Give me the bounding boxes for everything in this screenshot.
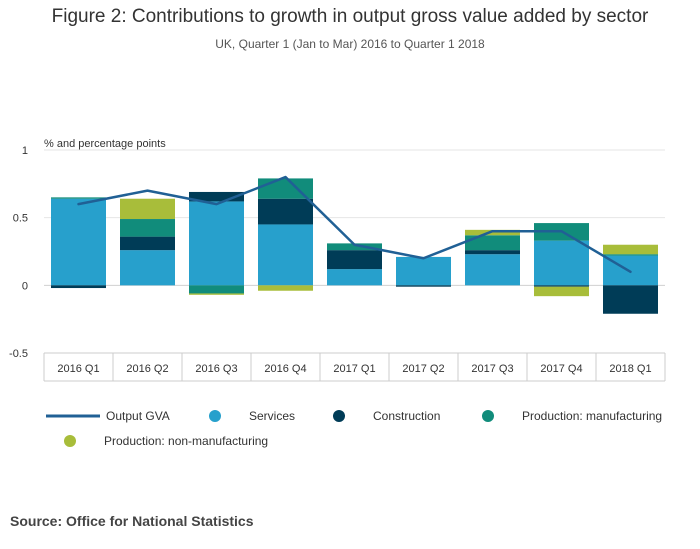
bar-production-manufacturing-2017-q3 bbox=[465, 235, 520, 251]
bar-services-2016-q3 bbox=[189, 201, 244, 286]
chart-svg: % and percentage points 1 0.5 0 -0.5 2016 Q… bbox=[9, 138, 666, 448]
x-tick-label: 2017 Q2 bbox=[402, 363, 444, 375]
bar-production-non-manufacturing-2016-q3 bbox=[189, 293, 244, 295]
legend-label-output-gva: Output GVA bbox=[106, 409, 170, 423]
bar-construction-2016-q4 bbox=[258, 198, 313, 225]
x-axis: 2016 Q1 2016 Q2 2016 Q3 2016 Q4 2017 Q1 2017 … bbox=[43, 352, 666, 382]
x-tick-label: 2017 Q4 bbox=[540, 363, 582, 375]
chart-title: Figure 2: Contributions to growth in out… bbox=[51, 6, 649, 27]
legend-swatch-production-non-manufacturing bbox=[64, 435, 76, 447]
legend-label-services: Services bbox=[249, 409, 295, 423]
chart-subtitle: UK, Quarter 1 (Jan to Mar) 2016 to Quart… bbox=[215, 37, 485, 51]
bar-construction-2017-q1 bbox=[327, 250, 382, 270]
legend-label-production-manufacturing: Production: manufacturing bbox=[522, 409, 662, 423]
x-tick-label: 2016 Q1 bbox=[57, 363, 99, 375]
legend-swatch-services bbox=[209, 410, 221, 422]
bar-production-manufacturing-2018-q1 bbox=[603, 254, 658, 256]
bar-construction-2016-q1 bbox=[51, 285, 106, 289]
bar-construction-2016-q2 bbox=[120, 236, 175, 251]
bar-services-2017-q2 bbox=[396, 256, 451, 286]
y-axis-label: % and percentage points bbox=[44, 138, 166, 150]
bar-production-manufacturing-2017-q1 bbox=[327, 243, 382, 251]
bar-production-non-manufacturing-2017-q3 bbox=[465, 229, 520, 236]
line-output-gva bbox=[77, 175, 632, 274]
bar-production-non-manufacturing-2016-q2 bbox=[120, 198, 175, 220]
x-tick-label: 2016 Q3 bbox=[195, 363, 237, 375]
y-tick-labels: 1 0.5 0 -0.5 bbox=[9, 145, 28, 360]
bar-production-non-manufacturing-2017-q4 bbox=[534, 286, 589, 297]
bar-construction-2017-q4 bbox=[534, 285, 589, 287]
chart-legend: Output GVA Services Construction Production… bbox=[46, 409, 662, 448]
bar-construction-2016-q3 bbox=[189, 191, 244, 202]
legend-swatch-construction bbox=[333, 410, 345, 422]
x-tick-label: 2018 Q1 bbox=[609, 363, 651, 375]
bar-production-non-manufacturing-2018-q1 bbox=[603, 244, 658, 255]
legend-label-construction: Construction bbox=[373, 409, 440, 423]
bar-construction-2017-q2 bbox=[396, 285, 451, 287]
y-tick-label: 0 bbox=[22, 280, 28, 292]
y-tick-label: 0.5 bbox=[13, 213, 28, 225]
y-tick-label: -0.5 bbox=[9, 348, 28, 360]
x-tick-label: 2017 Q1 bbox=[333, 363, 375, 375]
y-tick-label: 1 bbox=[22, 145, 28, 157]
bar-services-2016-q1 bbox=[51, 198, 106, 286]
x-tick-label: 2016 Q4 bbox=[264, 363, 306, 375]
legend-swatch-production-manufacturing bbox=[482, 410, 494, 422]
output-gva-line bbox=[77, 175, 632, 274]
bar-production-manufacturing-2016-q1 bbox=[51, 197, 106, 199]
bar-services-2017-q1 bbox=[327, 269, 382, 286]
bar-production-non-manufacturing-2016-q4 bbox=[258, 285, 313, 291]
x-tick-label: 2017 Q3 bbox=[471, 363, 513, 375]
bar-services-2016-q2 bbox=[120, 250, 175, 286]
bar-construction-2017-q3 bbox=[465, 250, 520, 255]
bar-construction-2018-q1 bbox=[603, 285, 658, 314]
x-tick-label: 2016 Q2 bbox=[126, 363, 168, 375]
source-note: Source: Office for National Statistics bbox=[10, 513, 254, 529]
bar-production-manufacturing-2016-q3 bbox=[189, 285, 244, 294]
bar-stacks bbox=[51, 178, 658, 314]
bar-services-2017-q3 bbox=[465, 254, 520, 286]
bar-production-manufacturing-2016-q2 bbox=[120, 219, 175, 237]
bar-services-2016-q4 bbox=[258, 224, 313, 286]
legend-label-production-non-manufacturing: Production: non-manufacturing bbox=[104, 434, 268, 448]
bar-services-2017-q4 bbox=[534, 240, 589, 286]
